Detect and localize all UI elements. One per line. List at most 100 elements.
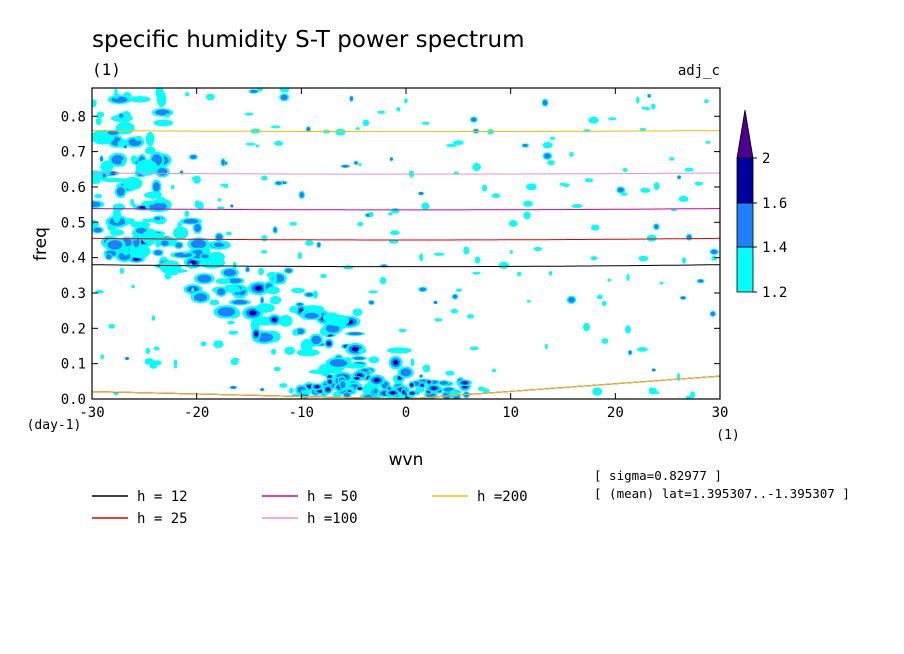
contour-blob xyxy=(400,368,412,377)
contour-blob xyxy=(291,287,305,294)
contour-blob xyxy=(221,159,225,166)
contour-blob xyxy=(154,216,161,221)
contour-blob xyxy=(122,247,130,256)
contour-blob xyxy=(547,160,555,166)
contour-blob xyxy=(92,177,101,184)
contour-blob xyxy=(469,346,479,351)
contour-blob xyxy=(491,193,501,199)
legend-label: h = 50 xyxy=(307,489,358,505)
contour-blob xyxy=(284,346,295,355)
contour-blob xyxy=(516,271,522,277)
contour-blob xyxy=(641,106,645,110)
contour-blob xyxy=(175,242,183,248)
colorbar-segment xyxy=(736,246,754,293)
contour-blob xyxy=(130,221,151,229)
contour-blob xyxy=(297,252,302,260)
contour-blob xyxy=(628,350,632,355)
contour-blob xyxy=(261,175,268,181)
contour-blob xyxy=(601,338,609,344)
chart-title: specific humidity S-T power spectrum xyxy=(92,27,524,53)
contour-blob xyxy=(141,230,157,244)
contour-blob xyxy=(169,271,179,276)
contour-blob xyxy=(509,219,518,227)
contour-blob xyxy=(119,113,124,118)
contour-blob xyxy=(369,300,374,305)
label-right: adj_c xyxy=(678,63,720,79)
contour-blob xyxy=(669,157,675,161)
contour-blob xyxy=(153,181,160,192)
x-tick-label: -10 xyxy=(289,405,314,421)
contour-blob xyxy=(139,206,147,210)
contour-blob xyxy=(304,312,319,319)
contour-blob xyxy=(562,183,570,188)
contour-blob xyxy=(677,372,681,382)
y-tick-label: 0.3 xyxy=(61,286,86,302)
contour-blob xyxy=(116,187,125,196)
contour-blob xyxy=(677,175,681,179)
contour-blob xyxy=(273,366,281,372)
contour-blob xyxy=(548,270,553,276)
contour-blob xyxy=(197,274,212,283)
colorbar-label: 1.4 xyxy=(762,240,787,256)
contour-blob xyxy=(396,107,401,112)
contour-blob xyxy=(584,178,594,183)
contour-blob xyxy=(154,191,162,197)
contour-blob xyxy=(312,290,318,299)
x-unit-label: (1) xyxy=(716,428,739,443)
contour-blob xyxy=(592,387,603,396)
x-tick-label: 0 xyxy=(402,405,410,421)
contour-blob xyxy=(390,391,396,395)
contour-blob xyxy=(711,249,718,254)
contour-blob xyxy=(571,204,583,209)
contour-blob xyxy=(260,297,264,303)
contour-blob xyxy=(213,340,224,348)
contour-blob xyxy=(209,299,220,306)
y-tick-label: 0.5 xyxy=(61,215,86,231)
contour-blob xyxy=(279,383,288,388)
contour-blob xyxy=(130,155,138,163)
contour-blob xyxy=(289,221,298,226)
contour-blob xyxy=(542,100,548,106)
contour-blob xyxy=(684,167,694,172)
chart-subtitle: (1) xyxy=(92,60,121,79)
contour-blob xyxy=(173,359,178,366)
contour-blob xyxy=(317,242,321,248)
contour-blob xyxy=(269,295,282,305)
contour-blob xyxy=(177,222,182,228)
contour-blob xyxy=(278,315,293,327)
contour-blob xyxy=(121,159,126,167)
contour-blob xyxy=(193,293,208,302)
contour-blob xyxy=(124,145,128,149)
contour-blob xyxy=(601,300,607,307)
contour-blob xyxy=(217,307,236,317)
contour-blob xyxy=(270,348,277,355)
contour-blob xyxy=(156,196,166,204)
contour-blob xyxy=(314,385,320,389)
contour-blob xyxy=(472,162,481,172)
contour-blob xyxy=(703,99,709,104)
y-tick-label: 0.4 xyxy=(61,251,86,267)
contour-blob xyxy=(710,311,716,316)
contour-blob xyxy=(289,305,299,314)
legend-label: h = 25 xyxy=(137,511,188,527)
contour-blob xyxy=(109,229,125,236)
contour-blob xyxy=(205,93,215,101)
contour-blob xyxy=(151,315,156,321)
contour-blob xyxy=(217,198,222,202)
contour-blob xyxy=(639,127,647,131)
contour-blob xyxy=(236,294,243,299)
contour-blob xyxy=(193,175,201,184)
contour-blob xyxy=(492,368,497,373)
contour-blob xyxy=(654,224,659,230)
contour-blob xyxy=(108,323,116,329)
y-tick-label: 0.7 xyxy=(61,145,86,161)
contour-blob xyxy=(685,395,693,399)
colorbar: 1.2 1.4 1.6 2 xyxy=(736,109,787,301)
contour-blob xyxy=(388,212,393,216)
x-tick-label: 20 xyxy=(607,405,624,421)
contour-blob xyxy=(588,116,599,124)
contour-blob xyxy=(358,386,362,390)
contour-blob xyxy=(145,147,150,154)
contour-blob xyxy=(354,376,359,380)
contour-blob xyxy=(523,200,533,207)
